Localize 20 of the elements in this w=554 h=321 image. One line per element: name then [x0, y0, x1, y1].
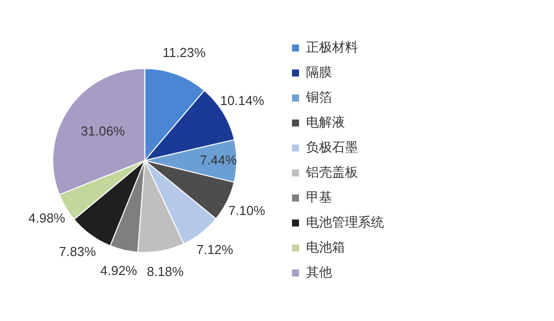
data-label: 4.98%: [28, 210, 66, 226]
legend-label: 铜箔: [305, 90, 332, 106]
data-label: 11.23%: [162, 45, 206, 60]
data-label: 10.14%: [220, 92, 265, 108]
legend-label: 正极材料: [306, 40, 358, 56]
legend-label: 隔膜: [306, 65, 332, 80]
data-label: 4.92%: [100, 263, 138, 278]
data-label: 7.44%: [200, 152, 238, 168]
legend-label: 电解液: [306, 115, 345, 130]
data-label: 8.18%: [146, 264, 184, 280]
data-label: 7.12%: [196, 242, 234, 258]
legend-label: 其他: [306, 265, 332, 280]
data-label: 7.10%: [228, 202, 266, 218]
data-label: 31.06%: [80, 124, 126, 139]
legend-label: 负极石墨: [306, 140, 358, 156]
legend-label: 甲基: [306, 190, 332, 206]
legend-label: 电池管理系统: [306, 215, 384, 230]
legend-label: 铝壳盖板: [305, 164, 358, 180]
data-label: 7.83%: [59, 244, 96, 260]
legend-label: 电池箱: [306, 240, 345, 256]
